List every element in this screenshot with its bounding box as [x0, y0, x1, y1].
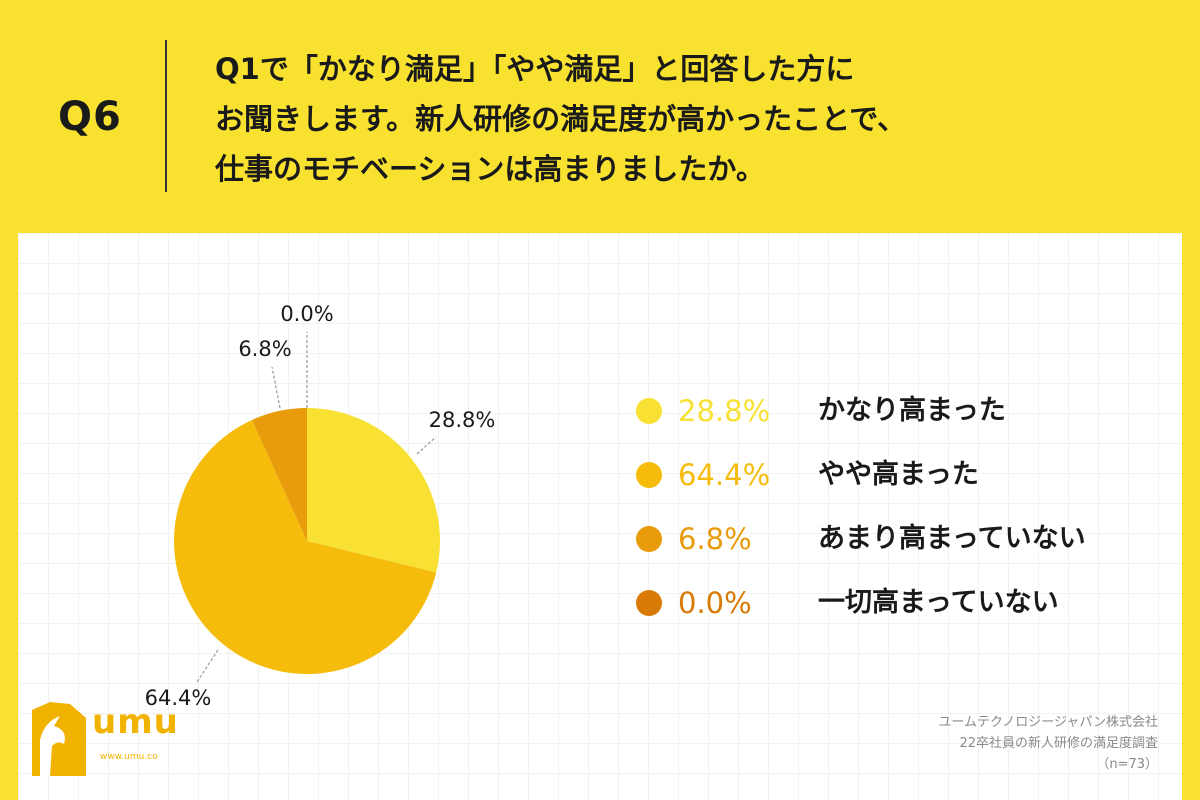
- leader-line: [416, 436, 437, 455]
- legend-item: 6.8% あまり高まっていない: [636, 520, 1176, 584]
- leader-line: [271, 366, 281, 409]
- pie-slice: [251, 408, 307, 541]
- chart-panel: [18, 233, 1182, 800]
- logo-wordmark: umu: [92, 702, 179, 742]
- umu-logo: umu www.umu.co: [30, 700, 200, 780]
- legend-percent: 28.8%: [678, 394, 771, 428]
- legend-percent: 0.0%: [678, 586, 752, 620]
- chart-legend: 28.8% かなり高まった 64.4% やや高まった 6.8% あまり高まってい…: [636, 392, 1176, 648]
- question-line: 仕事のモチベーションは高まりましたか。: [215, 152, 765, 186]
- source-line: （n=73）: [1096, 757, 1158, 772]
- legend-dot: [636, 462, 662, 488]
- pie-slice: [173, 419, 437, 675]
- pie-value-label: 28.8%: [429, 408, 496, 432]
- header: Q6 Q1で「かなり満足」「やや満足」と回答した方に お聞きします。新人研修の満…: [0, 0, 1200, 230]
- legend-dot: [636, 398, 662, 424]
- leader-line: [196, 649, 219, 683]
- question-line: Q1で「かなり満足」「やや満足」と回答した方に: [215, 52, 855, 86]
- legend-item: 0.0% 一切高まっていない: [636, 584, 1176, 648]
- legend-label: 一切高まっていない: [818, 587, 1059, 618]
- logo-url: www.umu.co: [100, 752, 158, 762]
- pie-value-label: 64.4%: [145, 686, 212, 710]
- legend-dot: [636, 590, 662, 616]
- source-line: 22卒社員の新人研修の満足度調査: [959, 736, 1158, 751]
- header-divider: [165, 40, 167, 192]
- source-note: ユームテクノロジージャパン株式会社 22卒社員の新人研修の満足度調査 （n=73…: [938, 712, 1158, 775]
- horse-logo-icon: [32, 702, 86, 776]
- legend-percent: 64.4%: [678, 458, 771, 492]
- legend-label: かなり高まった: [818, 395, 1006, 426]
- question-line: お聞きします。新人研修の満足度が高かったことで、: [215, 102, 907, 136]
- question-number: Q6: [58, 94, 122, 140]
- question-text: Q1で「かなり満足」「やや満足」と回答した方に お聞きします。新人研修の満足度が…: [215, 44, 1175, 194]
- legend-item: 28.8% かなり高まった: [636, 392, 1176, 456]
- pie-value-label: 0.0%: [280, 302, 333, 326]
- legend-label: あまり高まっていない: [818, 523, 1086, 554]
- pie-slice: [307, 408, 440, 573]
- legend-item: 64.4% やや高まった: [636, 456, 1176, 520]
- source-line: ユームテクノロジージャパン株式会社: [938, 715, 1158, 730]
- legend-dot: [636, 526, 662, 552]
- legend-label: やや高まった: [818, 459, 979, 490]
- legend-percent: 6.8%: [678, 522, 752, 556]
- pie-value-label: 6.8%: [238, 337, 291, 361]
